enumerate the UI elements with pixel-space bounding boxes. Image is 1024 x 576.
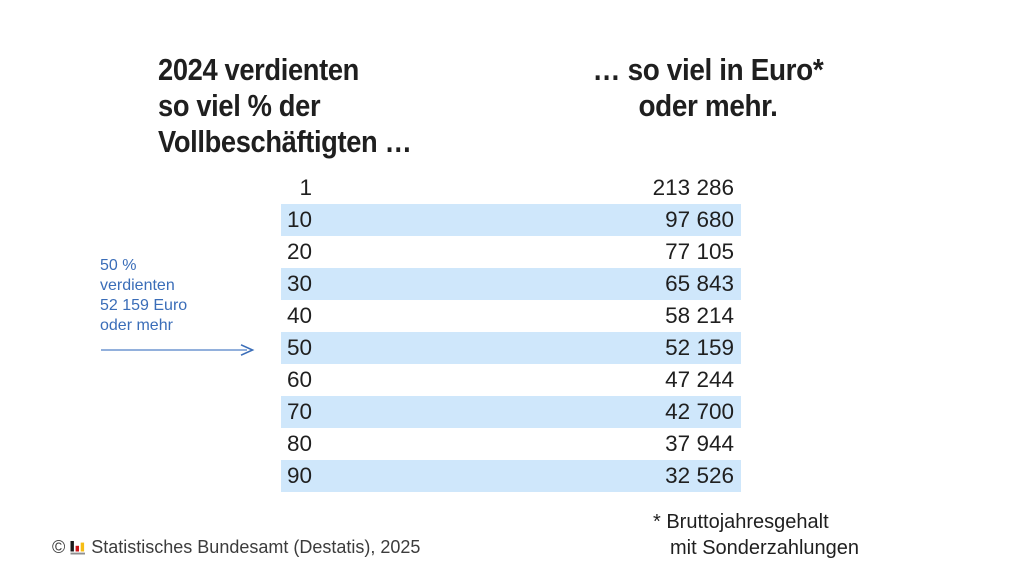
euro-value: 97 680	[665, 207, 734, 232]
percentile-table: 1 213 286 10 97 680 20 77 105 30 65 843 …	[281, 172, 741, 492]
percent-value: 1	[299, 175, 312, 200]
annotation-line: 50 %	[100, 257, 137, 274]
table-row: 20 77 105	[281, 236, 741, 268]
table-row: 70 42 700	[281, 396, 741, 428]
table-row: 30 65 843	[281, 268, 741, 300]
euro-value: 37 944	[665, 431, 734, 456]
percent-value: 90	[286, 463, 312, 488]
footnote: * Bruttojahresgehalt mit Sonderzahlungen	[653, 509, 859, 561]
footnote-line: * Bruttojahresgehalt	[653, 511, 829, 533]
title-left: 2024 verdienten so viel % der Vollbeschä…	[158, 52, 412, 160]
euro-value: 77 105	[665, 239, 734, 264]
percent-value: 30	[286, 271, 312, 296]
annotation-line: verdienten	[100, 277, 175, 294]
percent-value: 50	[286, 335, 312, 360]
euro-value: 58 214	[665, 303, 734, 328]
table-row: 80 37 944	[281, 428, 741, 460]
euro-value: 42 700	[665, 399, 734, 424]
source-line: © Statistisches Bundesamt (Destatis), 20…	[52, 536, 420, 558]
euro-value: 213 286	[652, 175, 734, 200]
table-row: 50 52 159	[281, 332, 741, 364]
median-annotation: 50 % verdienten 52 159 Euro oder mehr	[100, 256, 187, 336]
title-left-line: 2024 verdienten	[158, 52, 359, 87]
percent-value: 20	[286, 239, 312, 264]
table-row: 60 47 244	[281, 364, 741, 396]
destatis-bars-logo-icon	[70, 540, 86, 554]
right-arrow-icon	[101, 344, 255, 356]
table-row: 10 97 680	[281, 204, 741, 236]
table-row: 40 58 214	[281, 300, 741, 332]
table-row: 90 32 526	[281, 460, 741, 492]
percent-value: 70	[286, 399, 312, 424]
title-left-line: Vollbeschäftigten …	[158, 124, 412, 159]
table-row: 1 213 286	[281, 172, 741, 204]
euro-value: 52 159	[665, 335, 734, 360]
euro-value: 65 843	[665, 271, 734, 296]
percent-value: 40	[286, 303, 312, 328]
title-right-line: … so viel in Euro*	[592, 52, 824, 87]
percent-value: 10	[286, 207, 312, 232]
title-right: … so viel in Euro* oder mehr.	[591, 52, 825, 124]
copyright-symbol: ©	[52, 537, 66, 557]
euro-value: 32 526	[665, 463, 734, 488]
percent-value: 60	[286, 367, 312, 392]
title-left-line: so viel % der	[158, 88, 321, 123]
annotation-line: oder mehr	[100, 317, 173, 334]
title-right-line: oder mehr.	[638, 88, 778, 123]
source-text: Statistisches Bundesamt (Destatis), 2025	[91, 537, 421, 557]
euro-value: 47 244	[665, 367, 734, 392]
footnote-line: mit Sonderzahlungen	[670, 537, 860, 559]
annotation-line: 52 159 Euro	[100, 297, 188, 314]
percent-value: 80	[286, 431, 312, 456]
